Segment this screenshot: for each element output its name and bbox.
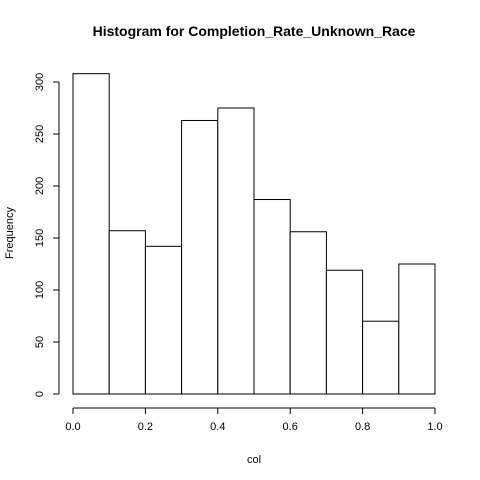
x-axis: 0.0 0.2 0.4 0.6 0.8 1.0: [65, 407, 443, 433]
x-tick-label: 0.6: [283, 421, 298, 433]
y-tick-label: 300: [34, 73, 46, 91]
y-tick-label: 50: [34, 336, 46, 348]
y-tick-label: 250: [34, 125, 46, 143]
histogram-bar: [217, 107, 255, 395]
bars-group: [72, 73, 436, 395]
y-tick-label: 150: [34, 229, 46, 247]
y-axis: 0 50 100 150 200 250 300: [34, 73, 60, 397]
histogram-bar: [289, 231, 327, 395]
histogram-bar: [398, 263, 436, 395]
x-tick-label: 0.2: [138, 421, 153, 433]
histogram-bar: [253, 199, 291, 395]
x-tick-label: 0.0: [65, 421, 80, 433]
x-axis-title: col: [247, 454, 261, 466]
y-axis-title: Frequency: [4, 207, 16, 259]
histogram-bar: [181, 119, 219, 395]
histogram-bar: [144, 245, 183, 395]
histogram-bar: [325, 269, 364, 395]
y-tick-label: 200: [34, 177, 46, 195]
x-tick-label: 0.8: [355, 421, 370, 433]
histogram-bar: [108, 230, 146, 395]
chart-title: Histogram for Completion_Rate_Unknown_Ra…: [93, 23, 416, 39]
y-tick-label: 0: [34, 391, 46, 397]
x-tick-label: 1.0: [427, 421, 442, 433]
x-tick-label: 0.4: [210, 421, 225, 433]
y-tick-label: 100: [34, 281, 46, 299]
histogram-bar: [72, 73, 110, 395]
histogram-bar: [362, 320, 400, 395]
